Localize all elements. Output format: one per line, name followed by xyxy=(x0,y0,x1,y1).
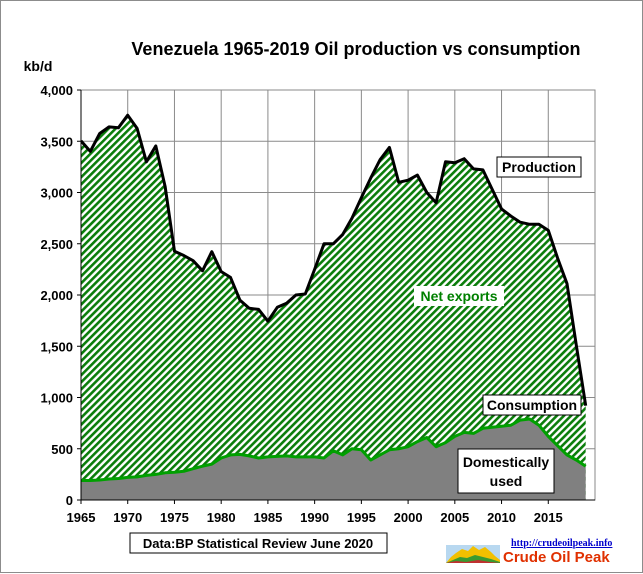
x-tick-label-1965: 1965 xyxy=(67,510,96,525)
y-tick-label-3500: 3,500 xyxy=(40,134,73,149)
series-lines xyxy=(81,113,588,482)
y-tick-label-2500: 2,500 xyxy=(40,237,73,252)
x-tick-label-1980: 1980 xyxy=(207,510,236,525)
domestic-label-line2: used xyxy=(490,473,523,489)
consumption-label: Consumption xyxy=(482,394,582,416)
y-tick-label-0: 0 xyxy=(66,493,73,508)
logo-graphic-icon xyxy=(446,545,500,563)
y-tick-label-2000: 2,000 xyxy=(40,288,73,303)
net-exports-label-text: Net exports xyxy=(420,288,497,304)
x-tick-label-2015: 2015 xyxy=(534,510,563,525)
consumption-line xyxy=(81,417,587,482)
y-tick-label-1000: 1,000 xyxy=(40,391,73,406)
x-tick-label-1995: 1995 xyxy=(347,510,376,525)
y-tick-label-4000: 4,000 xyxy=(40,83,73,98)
x-ticks: 1965 1970 1975 1980 1985 1990 1995 2000 2005 2010… xyxy=(67,500,563,525)
y-tick-label-1500: 1,500 xyxy=(40,339,73,354)
x-tick-label-1975: 1975 xyxy=(160,510,189,525)
x-tick-label-1985: 1985 xyxy=(253,510,282,525)
net-exports-label: Net exports xyxy=(414,286,504,306)
x-tick-label-1970: 1970 xyxy=(113,510,142,525)
x-tick-label-2005: 2005 xyxy=(440,510,469,525)
logo-name: Crude Oil Peak xyxy=(503,549,610,566)
production-label: Production xyxy=(496,156,582,178)
y-ticks: 0 500 1,000 1,500 2,000 2,500 3,000 3,500 4,000 xyxy=(40,83,81,508)
domestic-label: Domestically used xyxy=(457,448,555,494)
x-tick-label-2000: 2000 xyxy=(394,510,423,525)
production-label-text: Production xyxy=(502,159,576,175)
consumption-label-text: Consumption xyxy=(487,397,577,413)
y-axis-label: kb/d xyxy=(24,58,53,74)
y-tick-label-500: 500 xyxy=(51,442,73,457)
y-tick-label-3000: 3,000 xyxy=(40,186,73,201)
logo-url: http://crudeoilpeak.info xyxy=(511,538,612,549)
crude-oil-peak-logo: http://crudeoilpeak.info Crude Oil Peak xyxy=(446,538,612,566)
source-label: Data:BP Statistical Review June 2020 xyxy=(129,532,388,554)
chart-title: Venezuela 1965-2019 Oil production vs co… xyxy=(131,39,580,59)
x-tick-label-2010: 2010 xyxy=(487,510,516,525)
production-line xyxy=(81,113,588,406)
domestic-label-line1: Domestically xyxy=(463,454,550,470)
net-exports-area xyxy=(81,115,586,500)
source-label-text: Data:BP Statistical Review June 2020 xyxy=(143,536,373,551)
x-tick-label-1990: 1990 xyxy=(300,510,329,525)
